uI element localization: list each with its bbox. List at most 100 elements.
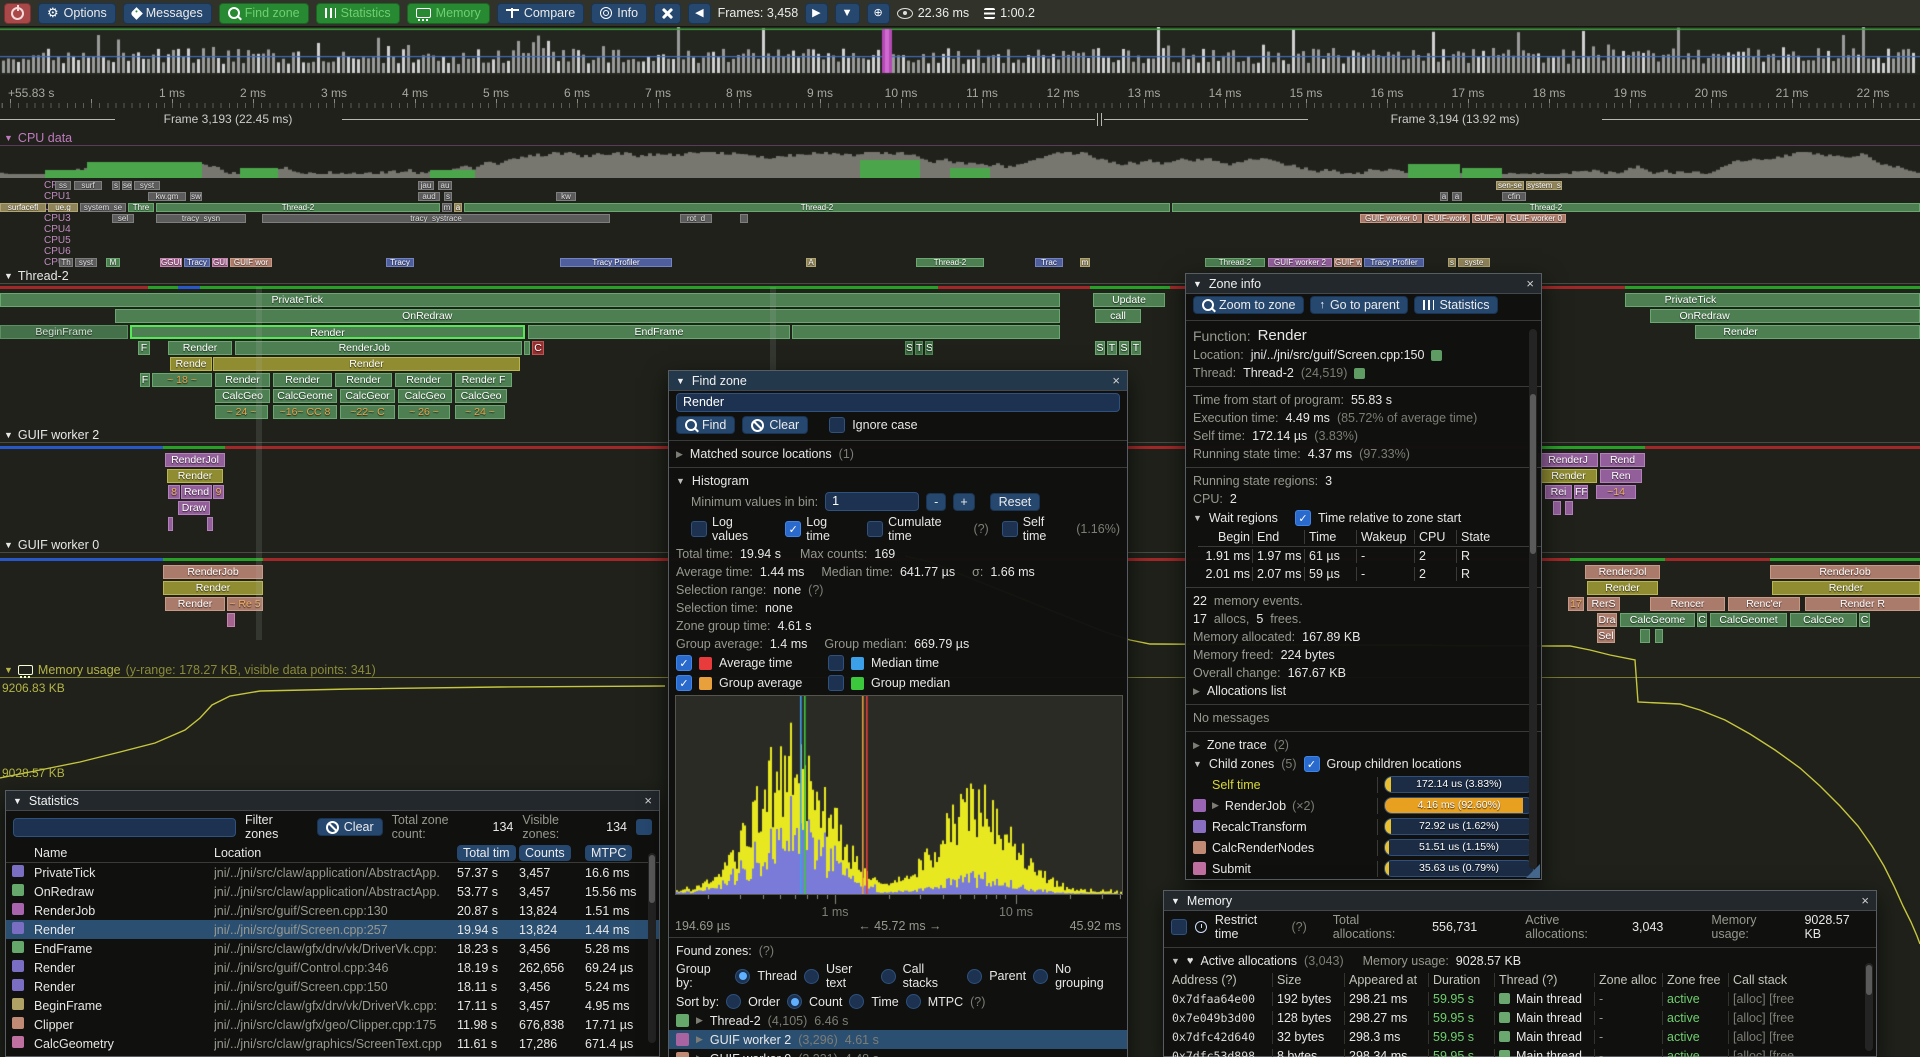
zone-render[interactable]: Render: [1540, 469, 1597, 483]
zone-sel[interactable]: Sel: [1597, 629, 1615, 643]
zone-calcgeo[interactable]: CalcGeo: [455, 389, 507, 403]
zone-block[interactable]: [524, 341, 530, 355]
cpu-zone-chip[interactable]: ue.g: [48, 203, 78, 212]
zone-calcgeomet[interactable]: CalcGeomet: [1710, 613, 1787, 627]
zone-renderjob[interactable]: RenderJob: [163, 565, 263, 579]
cpu-zone-chip[interactable]: cfin: [1502, 192, 1526, 201]
frame-time-graph[interactable]: [0, 27, 1920, 75]
zone-c[interactable]: C: [1859, 613, 1870, 627]
cpu-zone-chip[interactable]: GGUIF: [160, 258, 182, 267]
zone-info-scrollbar[interactable]: [1529, 329, 1537, 869]
cpu-zone-chip[interactable]: a: [454, 203, 462, 212]
cpu-zone-chip[interactable]: surfacefl: [0, 203, 46, 212]
histogram-section[interactable]: ▼ Histogram: [676, 474, 749, 488]
options-button[interactable]: Options: [38, 2, 116, 24]
statistics-row[interactable]: Clipper jni/../jni/src/claw/gfx/geo/Clipp…: [6, 1015, 659, 1034]
zone-ff[interactable]: FF: [1574, 485, 1588, 499]
cpu-zone-chip[interactable]: tracy_sysn: [156, 214, 246, 223]
alloc-call-stack[interactable]: [alloc] [free: [1728, 1029, 1876, 1044]
close-icon[interactable]: ×: [1861, 893, 1869, 908]
compare-button[interactable]: Compare: [496, 2, 585, 24]
zone-s[interactable]: S: [925, 341, 933, 355]
memory-allocation-row[interactable]: 0x7e049b3d00 128 bytes 298.27 ms 59.95 s Mai…: [1164, 1008, 1876, 1027]
cpu-zone-chip[interactable]: Tracy Profiler: [560, 258, 672, 267]
mem-col-duration[interactable]: Duration: [1428, 972, 1494, 987]
zone-privatetick[interactable]: PrivateTick: [0, 293, 1060, 307]
cpu-zone-chip[interactable]: GUIF w: [1334, 258, 1362, 267]
zone-render[interactable]: Render: [1695, 325, 1920, 339]
cpu-zone-chip[interactable]: tracy_systrace: [262, 214, 610, 223]
zone-render[interactable]: Render: [130, 325, 525, 339]
info-button[interactable]: Info: [591, 2, 648, 24]
zone-rencer[interactable]: Rencer: [1650, 597, 1725, 611]
cpu-zone-chip[interactable]: sen-se: [1496, 181, 1524, 190]
cpu-zone-chip[interactable]: Thread-2: [464, 203, 1170, 212]
statistics-row[interactable]: OnRedraw jni/../jni/src/claw/application/…: [6, 882, 659, 901]
statistics-row[interactable]: Render jni/../jni/src/guif/Control.cpp:34…: [6, 958, 659, 977]
zone-render[interactable]: Render: [215, 373, 270, 387]
zone-onredraw[interactable]: OnRedraw: [1650, 309, 1920, 323]
alloc-call-stack[interactable]: [alloc] [free: [1728, 991, 1876, 1006]
zone-render[interactable]: Render: [1587, 581, 1658, 595]
legend-checkbox-average-time[interactable]: ✓: [676, 655, 692, 671]
cpu-zone-chip[interactable]: GUIF worker 0: [1360, 214, 1422, 223]
cpu-zone-chip[interactable]: Tracy Profiler: [1364, 258, 1424, 267]
focus-frame-button[interactable]: ⊕: [866, 2, 890, 24]
memory-titlebar[interactable]: ▼ Memory ×: [1164, 891, 1876, 911]
allocations-list-section[interactable]: ▶ Allocations list: [1193, 684, 1287, 698]
matched-source-locations[interactable]: ▶ Matched source locations (1): [676, 447, 854, 461]
zone-c[interactable]: C: [532, 341, 544, 355]
active-allocations-section[interactable]: ▼ ♥ Active allocations (3,043) Memory usa…: [1171, 954, 1522, 968]
cpu-zone-chip[interactable]: Th: [59, 258, 73, 267]
zone--24-[interactable]: ~ 24 ~: [455, 405, 505, 419]
mem-col-call-stack[interactable]: Call stack: [1728, 972, 1876, 987]
zone--24-[interactable]: ~ 24 ~: [215, 405, 268, 419]
alloc-call-stack[interactable]: [alloc] [free: [1728, 1010, 1876, 1025]
cpu-zone-chip[interactable]: GUI: [212, 258, 228, 267]
zone-renderjol[interactable]: RenderJol: [165, 453, 225, 467]
zone-onredraw[interactable]: OnRedraw: [115, 309, 1060, 323]
zone-render[interactable]: Render: [165, 597, 225, 611]
zone--26-[interactable]: ~ 26 ~: [398, 405, 450, 419]
zone-rend[interactable]: Rend: [1600, 453, 1645, 467]
sort-by-radio-mtpc[interactable]: [905, 994, 921, 1009]
mem-col-thread[interactable]: Thread (?): [1494, 972, 1594, 987]
group-by-radio-user-text[interactable]: [803, 968, 819, 984]
zone--16-cc-8[interactable]: ~16~ CC 8: [273, 405, 337, 419]
zone-rers[interactable]: RerS: [1587, 597, 1620, 611]
group-by-radio-thread[interactable]: [735, 968, 751, 984]
filter-zones-input[interactable]: [13, 817, 236, 837]
zone-update[interactable]: Update: [1093, 293, 1165, 307]
cpu-zone-chip[interactable]: GUIF-work: [1424, 214, 1470, 223]
cpu-zone-chip[interactable]: ss: [55, 181, 71, 190]
zone-s[interactable]: S: [1095, 341, 1105, 355]
child-zone-row[interactable]: Submit 35.63 us (0.79%): [1186, 858, 1541, 879]
statistics-button[interactable]: Statistics: [1414, 296, 1499, 314]
find-button[interactable]: Find: [676, 416, 736, 434]
zone-block[interactable]: [1655, 629, 1663, 643]
thread-header-0[interactable]: ▼ Thread-2: [0, 269, 1920, 284]
cpu-zone-chip[interactable]: Tracy: [386, 258, 414, 267]
find-zone-button[interactable]: Find zone: [218, 2, 309, 24]
self-time-checkbox[interactable]: [1001, 521, 1018, 537]
min-bin-decrease-button[interactable]: -: [926, 492, 947, 511]
cpu-zone-chip[interactable]: kw: [556, 192, 576, 201]
statistics-button[interactable]: Statistics: [315, 2, 400, 24]
zone-calcgeo[interactable]: CalcGeo: [398, 389, 452, 403]
zone-renc-er[interactable]: Renc'er: [1728, 597, 1800, 611]
zone-beginframe[interactable]: BeginFrame: [0, 325, 128, 339]
child-zone-row[interactable]: ▶ RenderJob (×2) 4.16 ms (92.60%): [1186, 795, 1541, 816]
zone-s[interactable]: S: [905, 341, 913, 355]
zone-endframe[interactable]: EndFrame: [528, 325, 790, 339]
statistics-row[interactable]: RenderJob jni/../jni/src/guif/Screen.cpp:…: [6, 901, 659, 920]
statistics-row[interactable]: Render jni/../jni/src/guif/Screen.cpp:257…: [6, 920, 659, 939]
find-zone-search-input[interactable]: Render: [676, 393, 1120, 412]
zone-c[interactable]: C: [1697, 613, 1707, 627]
cpu-zone-chip[interactable]: m: [1080, 258, 1090, 267]
log-time-checkbox[interactable]: ✓: [785, 521, 802, 537]
time-relative-checkbox[interactable]: ✓: [1294, 510, 1311, 526]
cpu-zone-chip[interactable]: s: [444, 192, 452, 201]
zone-rend[interactable]: Rend: [181, 485, 212, 499]
legend-checkbox-group-average[interactable]: ✓: [676, 675, 692, 691]
messages-button[interactable]: Messages: [122, 2, 212, 24]
